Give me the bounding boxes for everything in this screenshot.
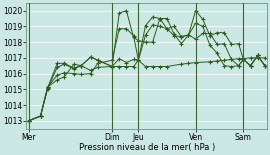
X-axis label: Pression niveau de la mer( hPa ): Pression niveau de la mer( hPa ) — [79, 143, 215, 152]
